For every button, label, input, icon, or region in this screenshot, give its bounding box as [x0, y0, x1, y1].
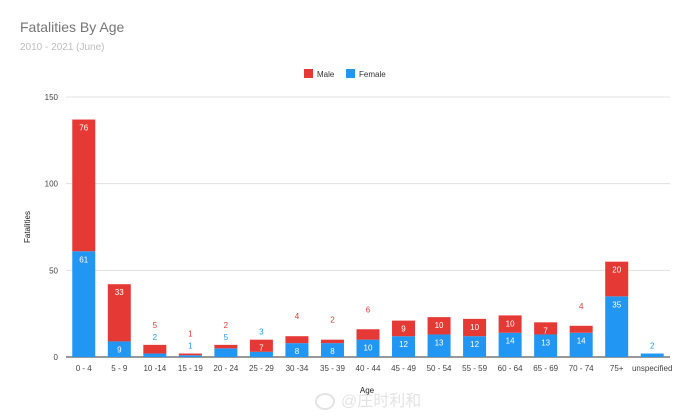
x-axis-label: Age — [360, 386, 375, 395]
y-tick-label: 0 — [54, 353, 59, 362]
x-tick-label: 60 - 64 — [498, 364, 523, 373]
data-label-female: 3 — [259, 328, 264, 337]
bar-male — [178, 353, 202, 356]
data-label-female: 35 — [612, 300, 621, 309]
data-label-female: 12 — [470, 340, 479, 349]
bar-male — [356, 329, 380, 340]
data-label-male: 10 — [506, 319, 515, 328]
bar-male — [285, 336, 309, 344]
data-label-male: 4 — [579, 302, 584, 311]
data-label-female: 10 — [364, 344, 373, 353]
bar-female — [143, 353, 167, 357]
bar-female — [605, 296, 629, 357]
x-tick-label: 25 - 29 — [249, 364, 274, 373]
bar-male — [463, 318, 487, 337]
data-label-female: 8 — [330, 347, 335, 356]
data-label-female: 9 — [117, 345, 122, 354]
bar-male — [392, 320, 416, 337]
data-label-female: 2 — [153, 333, 158, 342]
x-tick-label: 35 - 39 — [320, 364, 345, 373]
bar-female — [534, 334, 558, 357]
data-label-female: 14 — [577, 337, 586, 346]
bar-female — [285, 343, 309, 357]
x-tick-label: 10 -14 — [143, 364, 166, 373]
bar-female — [392, 336, 416, 357]
x-tick-label: 40 - 44 — [356, 364, 381, 373]
legend-swatch — [346, 69, 355, 78]
legend-label: Male — [317, 70, 335, 79]
data-label-male: 10 — [470, 323, 479, 332]
data-label-male: 4 — [295, 312, 300, 321]
bar-male — [605, 261, 629, 297]
data-label-male: 20 — [612, 266, 621, 275]
x-tick-label: 45 - 49 — [391, 364, 416, 373]
x-tick-label: 70 - 74 — [569, 364, 594, 373]
x-tick-label: 15 - 19 — [178, 364, 203, 373]
bar-female — [178, 355, 202, 357]
bar-female — [214, 348, 238, 357]
bar-male — [534, 322, 558, 335]
bar-male — [249, 339, 273, 352]
bar-female — [498, 332, 522, 357]
legend-swatch — [304, 69, 313, 78]
bar-female — [640, 353, 664, 357]
bar-female — [107, 341, 131, 357]
watermark-text: @庄时利和 — [341, 393, 422, 410]
bar-male — [498, 315, 522, 333]
bar-female — [427, 334, 451, 357]
x-tick-label: 50 - 54 — [427, 364, 452, 373]
bar-male — [569, 325, 593, 333]
bar-male — [214, 344, 238, 349]
weibo-logo-icon — [315, 393, 335, 411]
bar-female — [569, 332, 593, 357]
legend-label: Female — [359, 70, 386, 79]
data-label-male: 7 — [259, 344, 264, 353]
x-tick-label: 55 - 59 — [462, 364, 487, 373]
data-label-female: 13 — [435, 338, 444, 347]
x-tick-label: 5 - 9 — [111, 364, 128, 373]
bar-male — [427, 317, 451, 335]
data-label-male: 6 — [366, 305, 371, 314]
bar-female — [356, 339, 380, 357]
y-tick-label: 100 — [45, 180, 59, 189]
x-tick-label: 20 - 24 — [213, 364, 238, 373]
watermark: @庄时利和 — [315, 387, 421, 411]
y-tick-label: 50 — [49, 266, 58, 275]
data-label-male: 2 — [330, 316, 335, 325]
data-label-male: 76 — [79, 124, 88, 133]
x-tick-label: 75+ — [610, 364, 624, 373]
data-label-male: 9 — [401, 325, 406, 334]
bar-female — [463, 336, 487, 357]
data-label-female: 14 — [506, 337, 515, 346]
bar-male — [107, 284, 131, 342]
data-label-male: 5 — [153, 321, 158, 330]
data-label-male: 2 — [224, 321, 229, 330]
bar-female — [249, 351, 273, 357]
data-label-female: 1 — [188, 342, 193, 351]
data-label-female: 2 — [650, 342, 655, 351]
chart-subtitle: 2010 - 2021 (June) — [20, 42, 105, 53]
data-label-female: 13 — [541, 338, 550, 347]
data-label-female: 8 — [295, 347, 300, 356]
data-label-male: 7 — [543, 326, 548, 335]
x-tick-label: unspecified — [632, 364, 672, 373]
x-tick-label: 30 -34 — [286, 364, 309, 373]
data-label-male: 10 — [435, 321, 444, 330]
data-label-female: 12 — [399, 340, 408, 349]
bar-male — [320, 339, 344, 344]
bar-male — [72, 119, 96, 252]
y-tick-label: 150 — [45, 93, 59, 102]
chart-title: Fatalities By Age — [20, 19, 125, 35]
y-axis-label: Fatalities — [23, 211, 32, 243]
x-tick-label: 65 - 69 — [533, 364, 558, 373]
data-label-male: 1 — [188, 330, 193, 339]
x-tick-label: 0 - 4 — [76, 364, 93, 373]
data-label-male: 33 — [115, 288, 124, 297]
bar-female — [72, 251, 96, 357]
bar-female — [320, 343, 344, 357]
bar-male — [143, 344, 167, 354]
data-label-female: 61 — [79, 255, 88, 264]
data-label-female: 5 — [224, 333, 229, 342]
